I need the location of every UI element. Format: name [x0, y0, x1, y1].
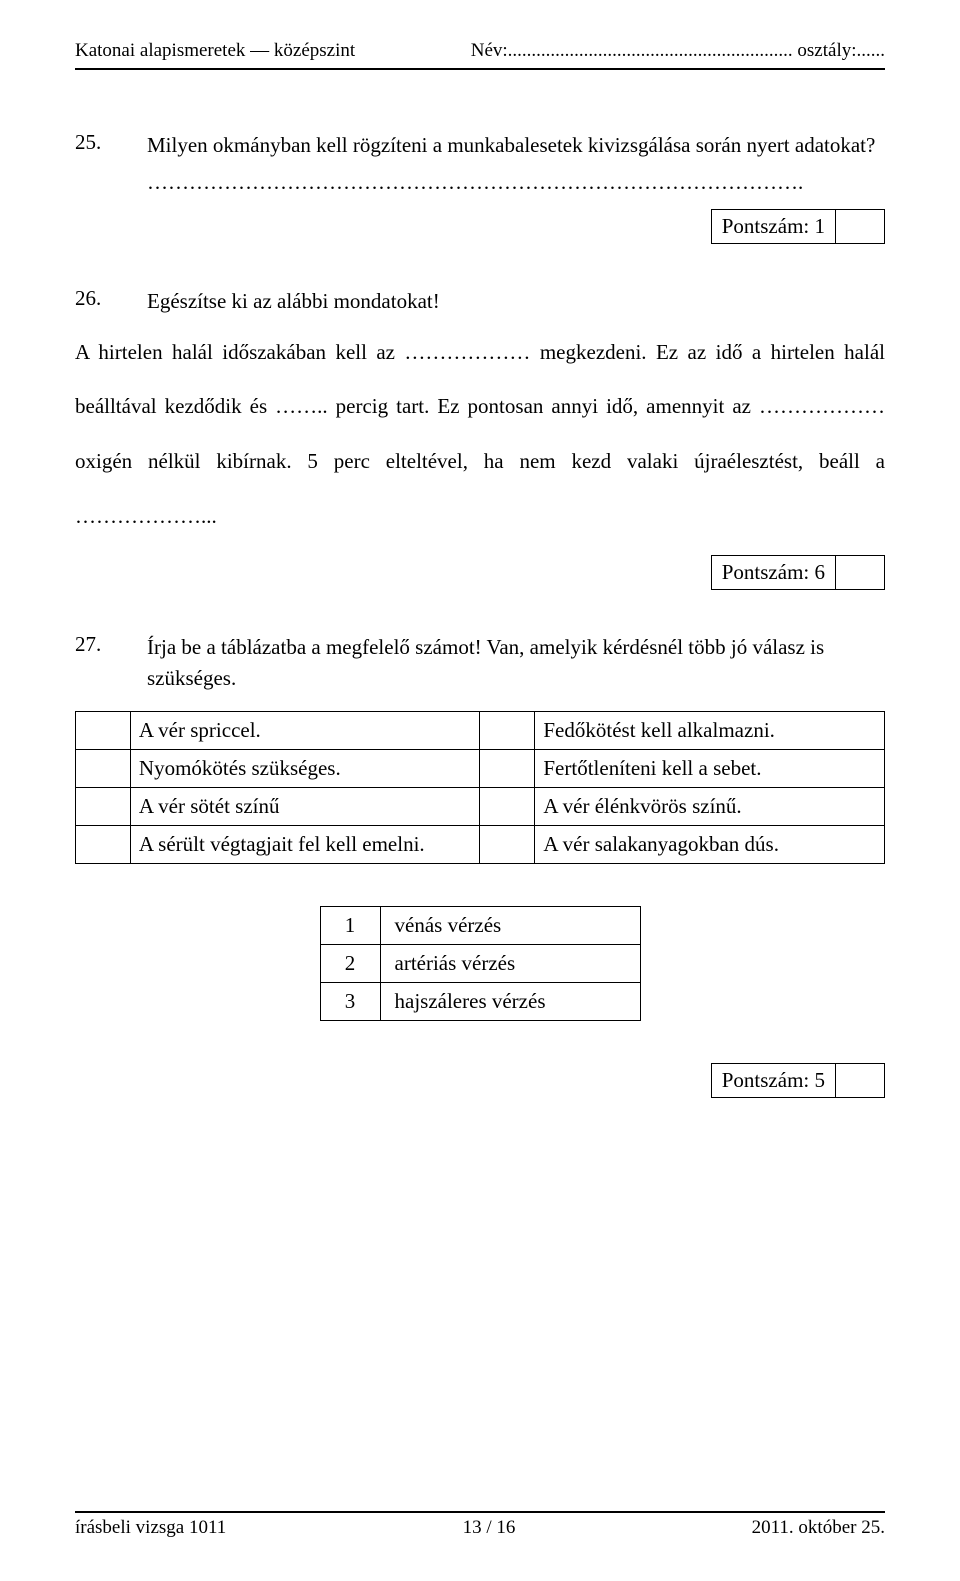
legend-label: vénás vérzés: [380, 907, 640, 945]
answer-cell[interactable]: [480, 750, 535, 788]
exam-page: Katonai alapismeretek — középszint Név:.…: [0, 0, 960, 1581]
question-text: Milyen okmányban kell rögzíteni a munkab…: [147, 130, 885, 160]
header-right: Név:....................................…: [471, 40, 885, 62]
legend-label: hajszáleres vérzés: [380, 983, 640, 1021]
option-cell: A vér salakanyagokban dús.: [535, 826, 885, 864]
legend-number: 2: [320, 945, 380, 983]
score-box: Pontszám: 1: [711, 209, 885, 244]
legend-number: 3: [320, 983, 380, 1021]
question-number: 26.: [75, 286, 119, 316]
table-row: A vér sötét színű A vér élénkvörös színű…: [76, 788, 885, 826]
footer-rule: [75, 1511, 885, 1513]
answer-cell[interactable]: [76, 712, 131, 750]
legend-label: artériás vérzés: [380, 945, 640, 983]
question-number: 25.: [75, 130, 119, 160]
table-row: 2 artériás vérzés: [320, 945, 640, 983]
footer-row: írásbeli vizsga 1011 13 / 16 2011. októb…: [75, 1517, 885, 1539]
question-number: 27.: [75, 632, 119, 693]
option-cell: A sérült végtagjait fel kell emelni.: [130, 826, 480, 864]
page-header: Katonai alapismeretek — középszint Név:.…: [75, 40, 885, 66]
table-row: 3 hajszáleres vérzés: [320, 983, 640, 1021]
question-26: 26. Egészítse ki az alábbi mondatokat!: [75, 286, 885, 316]
option-cell: A vér sötét színű: [130, 788, 480, 826]
answer-dotted-line[interactable]: ………………………………………………………………………………….: [147, 170, 885, 195]
table-row: A vér spriccel. Fedőkötést kell alkalmaz…: [76, 712, 885, 750]
legend-number: 1: [320, 907, 380, 945]
footer-center: 13 / 16: [463, 1517, 516, 1539]
score-box: Pontszám: 6: [711, 555, 885, 590]
table-row: 1 vénás vérzés: [320, 907, 640, 945]
score-wrap-25: Pontszám: 1: [75, 209, 885, 244]
score-wrap-26: Pontszám: 6: [75, 555, 885, 590]
question-text: Egészítse ki az alábbi mondatokat!: [147, 286, 885, 316]
score-wrap-27: Pontszám: 5: [75, 1063, 885, 1098]
option-cell: A vér spriccel.: [130, 712, 480, 750]
content-area: 25. Milyen okmányban kell rögzíteni a mu…: [75, 70, 885, 1098]
score-label: Pontszám: 5: [712, 1064, 836, 1097]
question-text: Írja be a táblázatba a megfelelő számot!…: [147, 632, 885, 693]
answer-cell[interactable]: [480, 712, 535, 750]
option-cell: A vér élénkvörös színű.: [535, 788, 885, 826]
option-cell: Fertőtleníteni kell a sebet.: [535, 750, 885, 788]
score-box: Pontszám: 5: [711, 1063, 885, 1098]
footer-left: írásbeli vizsga 1011: [75, 1517, 226, 1539]
header-left: Katonai alapismeretek — középszint: [75, 40, 355, 62]
table-row: A sérült végtagjait fel kell emelni. A v…: [76, 826, 885, 864]
question-25: 25. Milyen okmányban kell rögzíteni a mu…: [75, 130, 885, 160]
answer-cell[interactable]: [480, 788, 535, 826]
question-27: 27. Írja be a táblázatba a megfelelő szá…: [75, 632, 885, 693]
answer-cell[interactable]: [76, 788, 131, 826]
answer-cell[interactable]: [76, 826, 131, 864]
answer-cell[interactable]: [76, 750, 131, 788]
footer-right: 2011. október 25.: [752, 1517, 885, 1539]
table-row: Nyomókötés szükséges. Fertőtleníteni kel…: [76, 750, 885, 788]
score-label: Pontszám: 1: [712, 210, 836, 243]
answer-cell[interactable]: [480, 826, 535, 864]
legend-table: 1 vénás vérzés 2 artériás vérzés 3 hajsz…: [320, 906, 641, 1021]
score-cell[interactable]: [836, 1064, 884, 1097]
option-cell: Fedőkötést kell alkalmazni.: [535, 712, 885, 750]
score-cell[interactable]: [836, 210, 884, 243]
fill-in-paragraph[interactable]: A hirtelen halál időszakában kell az …………: [75, 325, 885, 543]
option-cell: Nyomókötés szükséges.: [130, 750, 480, 788]
score-label: Pontszám: 6: [712, 556, 836, 589]
score-cell[interactable]: [836, 556, 884, 589]
page-footer: írásbeli vizsga 1011 13 / 16 2011. októb…: [75, 1511, 885, 1539]
matching-table: A vér spriccel. Fedőkötést kell alkalmaz…: [75, 711, 885, 864]
